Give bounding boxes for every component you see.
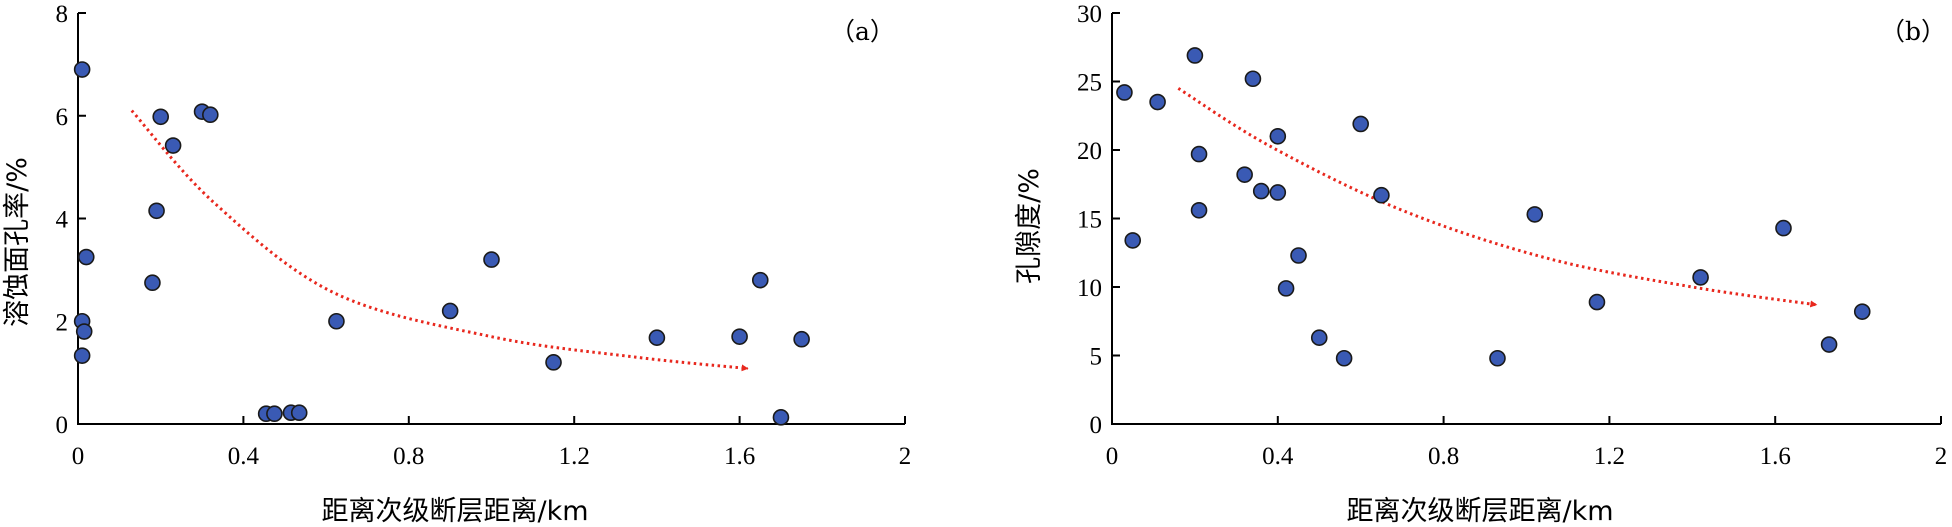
panel-b-trend-arrow: [1177, 87, 1818, 308]
panel-b-y-tick-label: 30: [1077, 1, 1102, 28]
panel-b-label: （b）: [1880, 17, 1946, 46]
panel-b-data-point: [1190, 145, 1208, 163]
panel-a-x-axis-title: 距离次级断层距离/km: [321, 496, 588, 527]
panel-a-data-point: [266, 405, 283, 423]
panel-a-y-tick-label: 4: [56, 207, 69, 234]
panel-b-y-axis-title: 孔隙度/%: [1014, 168, 1045, 284]
panel-a-y-tick-label: 6: [56, 104, 69, 131]
panel-a-x-tick-label: 1.2: [559, 443, 590, 470]
panel-a-data-point: [441, 302, 459, 320]
panel-a-plot-area: 0 2 4 6 8 0 0.4 0.8 1.2 1.6 2: [56, 1, 912, 470]
panel-b-data-point: [1290, 247, 1307, 264]
panel-a-x-tick-label: 2: [899, 443, 912, 470]
panel-a-data-point: [144, 274, 161, 292]
panel-a-x-tick-label: 0.8: [393, 443, 424, 470]
panel-b-x-tick-label: 1.6: [1760, 443, 1791, 470]
panel-a-data-point: [73, 347, 91, 364]
panel-a-data-point: [648, 329, 666, 346]
panel-b-y-tick-label: 25: [1077, 70, 1102, 97]
panel-a-data-point: [73, 61, 91, 78]
panel-a-y-tick-label: 8: [56, 1, 69, 28]
panel-b-data-point: [1820, 336, 1838, 353]
panel-b-axes: [1111, 13, 1941, 425]
panel-a-y-tick-label: 2: [56, 309, 69, 336]
panel-a-axes: [77, 13, 905, 425]
panel-b-data-point: [1269, 184, 1287, 201]
panel-a-y-axis-title: 溶蚀面孔率/%: [2, 157, 33, 327]
panel-b-data-point: [1526, 206, 1544, 223]
panel-b-y-tick-label: 15: [1077, 207, 1102, 234]
panel-b-x-tick-label: 0.8: [1428, 443, 1459, 470]
panel-b-data-point: [1244, 70, 1262, 88]
panel-a-trend-arrow: [130, 109, 749, 372]
panel-a-data-point: [164, 137, 182, 154]
panel-b-y-tick-label: 5: [1090, 344, 1103, 371]
panel-a-data-point: [731, 328, 748, 345]
panel-b-data-point: [1149, 93, 1166, 111]
panel-a-data-point: [148, 202, 165, 220]
panel-b-x-tick-label: 0: [1106, 443, 1119, 470]
panel-b-data-point: [1124, 232, 1142, 249]
panel-a-data-point: [152, 108, 169, 126]
panel-a-y-tick-label: 0: [56, 412, 69, 439]
panel-b-x-tick-label: 0.4: [1262, 443, 1294, 470]
panel-b-y-tick-label: 10: [1077, 275, 1102, 302]
panel-b-data-point: [1489, 349, 1506, 367]
panel-a-data-point: [290, 404, 308, 421]
panel-b-data-point: [1310, 329, 1328, 346]
panel-b-data-point: [1853, 303, 1871, 320]
panel-a-data-point: [483, 251, 500, 268]
panel-a-x-tick-label: 0.4: [228, 443, 260, 470]
panel-b-y-tick-label: 20: [1077, 138, 1102, 165]
panel-a-data-point: [77, 248, 95, 266]
panel-b-data-point: [1775, 219, 1792, 237]
panel-b-data-point: [1692, 269, 1709, 286]
panel-b-data-point: [1190, 201, 1208, 219]
panel-a-data-point: [75, 323, 93, 340]
panel-b-data-point: [1186, 47, 1204, 64]
panel-a-data-point: [328, 312, 345, 330]
panel-a-data-point: [202, 106, 219, 124]
panel-b-data-point: [1335, 349, 1353, 367]
panel-b-data-point: [1588, 293, 1606, 311]
panel-b-y-tick-label: 0: [1090, 412, 1103, 439]
panel-a-x-tick-label: 1.6: [724, 443, 755, 470]
panel-b-x-tick-label: 1.2: [1594, 443, 1625, 470]
panel-b-data-point: [1116, 84, 1133, 101]
panel-b-data-point: [1252, 182, 1270, 200]
panel-a-data-point: [751, 271, 769, 289]
panel-a-data-point: [793, 330, 810, 348]
panel-a-data-point: [545, 354, 562, 371]
panel-a-x-tick-label: 0: [72, 443, 85, 470]
panel-a-data-point: [772, 409, 790, 426]
panel-b-data-point: [1352, 115, 1369, 133]
panel-b-data-point: [1373, 186, 1390, 204]
panel-b-data-point: [1236, 166, 1253, 183]
panel-b-chart: 0 5 10 15 20 25 30 0 0.4 0.8 1.2 1.6 2 （b） 孔隙度/% 距离次…: [1014, 1, 1947, 527]
panel-a-label: （a）: [830, 17, 895, 46]
panel-a-chart: 0 2 4 6 8 0 0.4 0.8 1.2 1.6 2 （a） 溶蚀面孔率/% 距离次级断层距离…: [2, 1, 911, 527]
panel-b-x-tick-label: 2: [1935, 443, 1948, 470]
panel-b-x-axis-title: 距离次级断层距离/km: [1346, 496, 1613, 527]
panel-b-plot-area: 0 5 10 15 20 25 30 0 0.4 0.8 1.2 1.6 2: [1077, 1, 1947, 470]
panel-b-data-point: [1269, 128, 1287, 145]
panel-b-data-point: [1277, 280, 1295, 297]
